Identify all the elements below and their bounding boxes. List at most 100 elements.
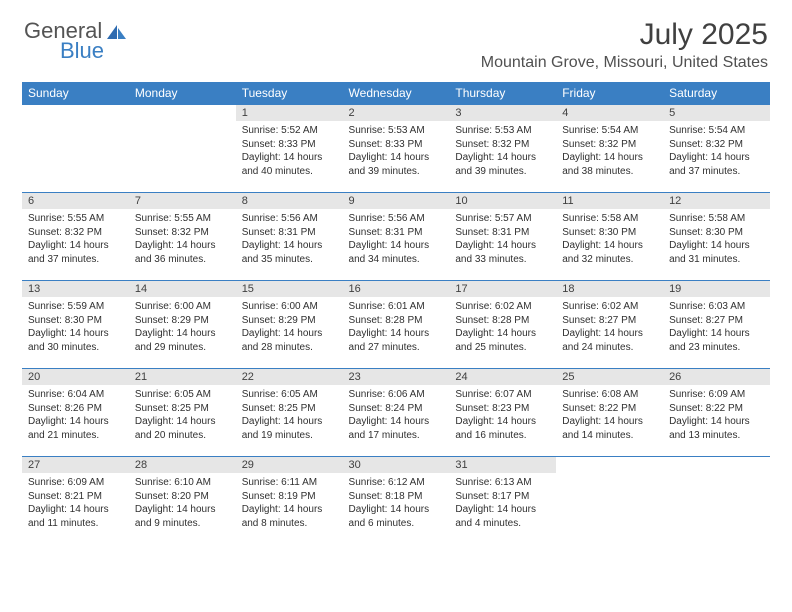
sunset-text: Sunset: 8:32 PM <box>28 226 123 240</box>
sunset-text: Sunset: 8:25 PM <box>135 402 230 416</box>
calendar-cell: 3Sunrise: 5:53 AMSunset: 8:32 PMDaylight… <box>449 105 556 193</box>
daylight-text: Daylight: 14 hours and 40 minutes. <box>242 151 337 178</box>
sunset-text: Sunset: 8:22 PM <box>562 402 657 416</box>
calendar-row: 27Sunrise: 6:09 AMSunset: 8:21 PMDayligh… <box>22 457 770 545</box>
day-content: Sunrise: 5:55 AMSunset: 8:32 PMDaylight:… <box>22 209 129 270</box>
sunset-text: Sunset: 8:29 PM <box>135 314 230 328</box>
daylight-text: Daylight: 14 hours and 6 minutes. <box>349 503 444 530</box>
day-content: Sunrise: 6:12 AMSunset: 8:18 PMDaylight:… <box>343 473 450 534</box>
calendar-cell: 22Sunrise: 6:05 AMSunset: 8:25 PMDayligh… <box>236 369 343 457</box>
location: Mountain Grove, Missouri, United States <box>481 54 768 72</box>
day-content: Sunrise: 5:58 AMSunset: 8:30 PMDaylight:… <box>663 209 770 270</box>
day-number: 12 <box>663 193 770 209</box>
sunset-text: Sunset: 8:23 PM <box>455 402 550 416</box>
daylight-text: Daylight: 14 hours and 24 minutes. <box>562 327 657 354</box>
day-content: Sunrise: 6:05 AMSunset: 8:25 PMDaylight:… <box>236 385 343 446</box>
daylight-text: Daylight: 14 hours and 33 minutes. <box>455 239 550 266</box>
calendar-cell: 7Sunrise: 5:55 AMSunset: 8:32 PMDaylight… <box>129 193 236 281</box>
calendar-cell: 25Sunrise: 6:08 AMSunset: 8:22 PMDayligh… <box>556 369 663 457</box>
sunset-text: Sunset: 8:22 PM <box>669 402 764 416</box>
sunrise-text: Sunrise: 5:58 AM <box>562 212 657 226</box>
calendar-cell: 13Sunrise: 5:59 AMSunset: 8:30 PMDayligh… <box>22 281 129 369</box>
sunrise-text: Sunrise: 5:57 AM <box>455 212 550 226</box>
day-content: Sunrise: 6:04 AMSunset: 8:26 PMDaylight:… <box>22 385 129 446</box>
calendar-cell: 23Sunrise: 6:06 AMSunset: 8:24 PMDayligh… <box>343 369 450 457</box>
day-number: 1 <box>236 105 343 121</box>
day-content: Sunrise: 6:06 AMSunset: 8:24 PMDaylight:… <box>343 385 450 446</box>
weekday-header: Friday <box>556 82 663 105</box>
weekday-header: Tuesday <box>236 82 343 105</box>
sunset-text: Sunset: 8:26 PM <box>28 402 123 416</box>
sunrise-text: Sunrise: 6:00 AM <box>242 300 337 314</box>
calendar-cell: 24Sunrise: 6:07 AMSunset: 8:23 PMDayligh… <box>449 369 556 457</box>
day-content: Sunrise: 6:09 AMSunset: 8:21 PMDaylight:… <box>22 473 129 534</box>
day-number: 3 <box>449 105 556 121</box>
daylight-text: Daylight: 14 hours and 9 minutes. <box>135 503 230 530</box>
daylight-text: Daylight: 14 hours and 19 minutes. <box>242 415 337 442</box>
day-number: 4 <box>556 105 663 121</box>
calendar-cell <box>22 105 129 193</box>
calendar-cell: 31Sunrise: 6:13 AMSunset: 8:17 PMDayligh… <box>449 457 556 545</box>
sunrise-text: Sunrise: 5:52 AM <box>242 124 337 138</box>
sunrise-text: Sunrise: 6:13 AM <box>455 476 550 490</box>
sunrise-text: Sunrise: 6:06 AM <box>349 388 444 402</box>
day-content: Sunrise: 6:02 AMSunset: 8:27 PMDaylight:… <box>556 297 663 358</box>
sunset-text: Sunset: 8:20 PM <box>135 490 230 504</box>
calendar-cell: 10Sunrise: 5:57 AMSunset: 8:31 PMDayligh… <box>449 193 556 281</box>
daylight-text: Daylight: 14 hours and 25 minutes. <box>455 327 550 354</box>
sunrise-text: Sunrise: 6:04 AM <box>28 388 123 402</box>
day-content: Sunrise: 6:07 AMSunset: 8:23 PMDaylight:… <box>449 385 556 446</box>
sunset-text: Sunset: 8:18 PM <box>349 490 444 504</box>
day-number: 29 <box>236 457 343 473</box>
sunrise-text: Sunrise: 5:58 AM <box>669 212 764 226</box>
sunrise-text: Sunrise: 6:02 AM <box>455 300 550 314</box>
day-number: 9 <box>343 193 450 209</box>
day-number: 18 <box>556 281 663 297</box>
calendar-cell: 18Sunrise: 6:02 AMSunset: 8:27 PMDayligh… <box>556 281 663 369</box>
day-number: 23 <box>343 369 450 385</box>
header: GeneralBlue July 2025 Mountain Grove, Mi… <box>0 0 792 76</box>
day-content: Sunrise: 6:05 AMSunset: 8:25 PMDaylight:… <box>129 385 236 446</box>
sunrise-text: Sunrise: 5:56 AM <box>349 212 444 226</box>
daylight-text: Daylight: 14 hours and 29 minutes. <box>135 327 230 354</box>
logo: GeneralBlue <box>24 18 128 64</box>
daylight-text: Daylight: 14 hours and 20 minutes. <box>135 415 230 442</box>
sunset-text: Sunset: 8:30 PM <box>562 226 657 240</box>
day-content: Sunrise: 6:01 AMSunset: 8:28 PMDaylight:… <box>343 297 450 358</box>
day-content: Sunrise: 5:53 AMSunset: 8:33 PMDaylight:… <box>343 121 450 182</box>
calendar-cell: 29Sunrise: 6:11 AMSunset: 8:19 PMDayligh… <box>236 457 343 545</box>
sunset-text: Sunset: 8:32 PM <box>669 138 764 152</box>
calendar-cell: 19Sunrise: 6:03 AMSunset: 8:27 PMDayligh… <box>663 281 770 369</box>
day-content: Sunrise: 6:08 AMSunset: 8:22 PMDaylight:… <box>556 385 663 446</box>
sunrise-text: Sunrise: 6:01 AM <box>349 300 444 314</box>
calendar-row: 20Sunrise: 6:04 AMSunset: 8:26 PMDayligh… <box>22 369 770 457</box>
calendar-row: 1Sunrise: 5:52 AMSunset: 8:33 PMDaylight… <box>22 105 770 193</box>
daylight-text: Daylight: 14 hours and 37 minutes. <box>28 239 123 266</box>
day-number: 31 <box>449 457 556 473</box>
sunset-text: Sunset: 8:28 PM <box>349 314 444 328</box>
month-title: July 2025 <box>481 18 768 52</box>
calendar-cell: 4Sunrise: 5:54 AMSunset: 8:32 PMDaylight… <box>556 105 663 193</box>
daylight-text: Daylight: 14 hours and 37 minutes. <box>669 151 764 178</box>
logo-sail-icon <box>106 24 128 40</box>
sunrise-text: Sunrise: 6:09 AM <box>28 476 123 490</box>
day-content: Sunrise: 6:00 AMSunset: 8:29 PMDaylight:… <box>129 297 236 358</box>
sunset-text: Sunset: 8:32 PM <box>135 226 230 240</box>
day-content: Sunrise: 5:52 AMSunset: 8:33 PMDaylight:… <box>236 121 343 182</box>
sunset-text: Sunset: 8:31 PM <box>455 226 550 240</box>
day-content: Sunrise: 6:03 AMSunset: 8:27 PMDaylight:… <box>663 297 770 358</box>
sunrise-text: Sunrise: 5:56 AM <box>242 212 337 226</box>
sunrise-text: Sunrise: 6:00 AM <box>135 300 230 314</box>
weekday-header: Thursday <box>449 82 556 105</box>
daylight-text: Daylight: 14 hours and 38 minutes. <box>562 151 657 178</box>
sunrise-text: Sunrise: 6:11 AM <box>242 476 337 490</box>
calendar-cell <box>663 457 770 545</box>
sunset-text: Sunset: 8:21 PM <box>28 490 123 504</box>
calendar-row: 13Sunrise: 5:59 AMSunset: 8:30 PMDayligh… <box>22 281 770 369</box>
daylight-text: Daylight: 14 hours and 8 minutes. <box>242 503 337 530</box>
day-number: 21 <box>129 369 236 385</box>
day-number: 13 <box>22 281 129 297</box>
day-content: Sunrise: 5:56 AMSunset: 8:31 PMDaylight:… <box>343 209 450 270</box>
sunrise-text: Sunrise: 6:02 AM <box>562 300 657 314</box>
daylight-text: Daylight: 14 hours and 23 minutes. <box>669 327 764 354</box>
